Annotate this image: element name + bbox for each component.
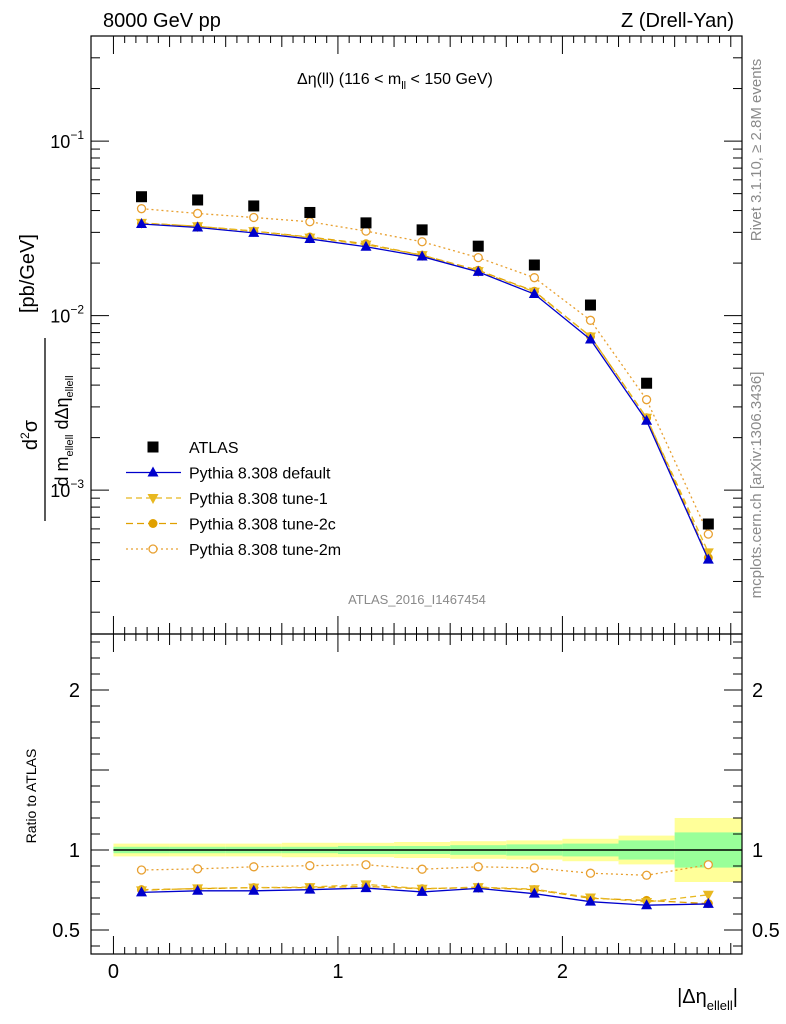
legend-marker-default [147,466,159,477]
legend-marker-tune-1 [147,494,159,504]
ratio-y-tick-label-left: 2 [69,680,80,702]
data-point-default [248,226,260,237]
ratio-point-tune-1 [702,890,714,901]
data-point-atlas [528,259,540,271]
y-tick-label: 10−1 [50,128,84,152]
ratio-point-default [702,897,714,908]
x-tick-label: 1 [332,961,343,983]
data-point-default [702,553,714,564]
data-point-tune-2m [473,252,483,263]
y-label-numerator: d2σ [18,419,42,450]
ratio-point-default [528,887,540,898]
legend-label-atlas: ATLAS [189,440,239,457]
ratio-point-default [248,884,260,895]
data-point-tune-2m [136,204,147,214]
data-point-tune-2m [417,237,427,247]
data-point-default [136,217,148,228]
ratio-point-default [192,884,204,895]
x-tick-label: 0 [108,961,119,983]
ratio-point-tune-2m [192,864,203,874]
legend-marker-tune-2m [148,544,158,554]
ratio-point-tune-2m [585,868,596,878]
analysis-watermark: ATLAS_2016_I1467454 [348,592,486,607]
data-point-tune-2m [703,529,713,539]
data-point-tune-2m [529,273,540,283]
data-point-default [416,250,428,261]
data-point-tune-2m [641,395,652,405]
ratio-point-tune-2m [361,860,371,870]
source-label: mcplots.cern.ch [arXiv:1306.3436] [748,372,765,599]
data-point-atlas [192,194,204,206]
data-point-atlas [584,299,596,311]
main-plot-area: 10−1 10−2 10−3 [50,35,743,635]
ratio-y-tick-label-left: 0.5 [52,920,80,942]
data-point-atlas [416,224,428,236]
legend-label-tune-2m: Pythia 8.308 tune-2m [189,542,341,559]
ratio-y-axis-label: Ratio to ATLAS [23,749,39,844]
data-point-default [472,265,484,276]
legend-marker-atlas [147,441,159,453]
data-point-default [584,333,596,344]
ratio-y-tick-label-left: 1 [69,840,80,862]
legend: ATLAS Pythia 8.308 default Pythia 8.308 tu… [126,440,341,559]
data-point-tune-2m [585,315,596,325]
data-point-atlas [136,191,148,203]
data-point-default [304,232,316,243]
y-label-unit: [pb/GeV] [17,234,39,313]
y-label-denominator: d mellell dΔηellell [52,375,76,486]
data-point-atlas [702,518,714,530]
ratio-point-default [416,885,428,896]
series-line-default [141,223,709,560]
main-y-axis-label: [pb/GeV] d2σ d mellell dΔηellell [17,234,76,521]
data-point-default [528,288,540,299]
collision-energy-label: 8000 GeV pp [103,10,221,32]
data-point-tune-1 [702,548,714,559]
legend-label-default: Pythia 8.308 default [189,466,331,483]
ratio-point-tune-2m [641,870,652,880]
data-point-tune-2m [305,217,315,227]
data-point-atlas [641,377,653,389]
data-point-atlas [360,217,372,229]
y-tick-label: 10−3 [50,477,84,501]
data-point-atlas [304,206,316,218]
data-point-atlas [248,200,260,212]
ratio-point-tune-2m [305,861,315,871]
ratio-plot-area: 0 1 2 0.5 0.5 1 1 2 2 [52,633,780,983]
ratio-point-default [584,895,596,906]
data-point-default [360,240,372,251]
data-point-tune-2m [249,212,259,223]
ratio-point-tune-2m [136,865,147,875]
ratio-point-tune-2m [249,862,259,872]
x-tick-label: 2 [557,961,568,983]
ratio-y-tick-label-right: 0.5 [752,920,780,942]
data-point-tune-2m [192,208,203,219]
legend-label-tune-2c: Pythia 8.308 tune-2c [189,517,336,534]
data-point-default [192,221,204,232]
ratio-point-tune-2m [473,862,483,872]
ratio-y-tick-label-right: 2 [752,680,763,702]
data-point-default [641,414,653,425]
legend-marker-tune-2c [148,519,158,528]
x-axis-label: |Δηellell| [677,986,738,1013]
ratio-point-default [472,882,484,893]
y-tick-label: 10−2 [50,303,84,327]
ratio-point-default [360,882,372,893]
legend-label-tune-1: Pythia 8.308 tune-1 [189,491,328,508]
ratio-point-tune-2m [417,864,427,874]
data-point-atlas [472,240,484,252]
process-label: Z (Drell-Yan) [621,10,734,32]
ratio-point-default [136,886,148,897]
ratio-y-tick-label-right: 1 [752,840,763,862]
ratio-point-tune-2m [703,860,713,870]
ratio-point-tune-2m [529,863,540,873]
rivet-version-label: Rivet 3.1.10, ≥ 2.8M events [748,59,765,242]
ratio-point-default [641,899,653,910]
main-title: Δη(ll) (116 < mll < 150 GeV) [297,71,493,92]
ratio-point-default [304,883,316,894]
